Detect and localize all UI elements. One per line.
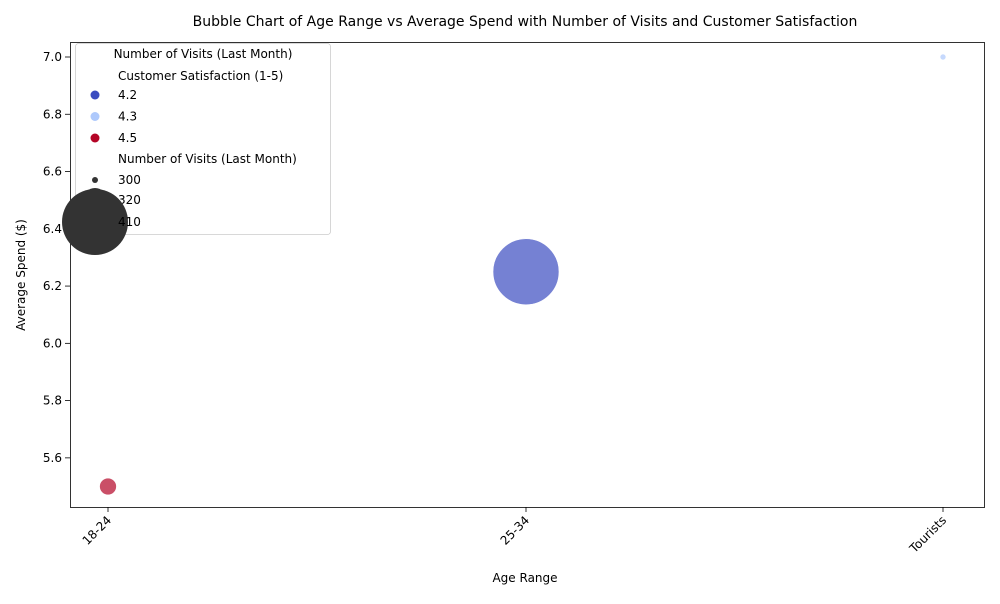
y-tick-label: 6.2	[43, 279, 62, 293]
y-tick-label: 5.6	[43, 451, 62, 465]
legend-hue-label: 4.2	[118, 88, 137, 102]
legend-hue-label: 4.3	[118, 110, 137, 124]
x-axis-label: Age Range	[492, 571, 557, 585]
legend-title: Number of Visits (Last Month)	[114, 47, 293, 61]
legend-size-title: Number of Visits (Last Month)	[118, 152, 297, 166]
bubble-point	[492, 238, 560, 306]
legend-size-label: 410	[118, 215, 141, 229]
legend-hue-label: 4.5	[118, 131, 137, 145]
legend-hue-marker	[90, 133, 100, 143]
bubbles	[99, 53, 947, 496]
y-axis-label: Average Spend ($)	[14, 219, 28, 331]
legend-size-marker	[62, 189, 128, 255]
legend: Number of Visits (Last Month) Customer Sa…	[62, 43, 331, 255]
x-axis: 18-24 25-34 Tourists	[80, 507, 949, 556]
y-tick-label: 5.8	[43, 394, 62, 408]
bubble-point	[99, 477, 117, 496]
legend-hue-marker	[90, 90, 100, 100]
x-tick-label: Tourists	[906, 513, 949, 556]
y-tick-label: 6.6	[43, 165, 62, 179]
chart-title: Bubble Chart of Age Range vs Average Spe…	[193, 14, 858, 30]
y-axis: 5.6 5.8 6.0 6.2 6.4 6.6 6.8 7.0	[43, 50, 70, 465]
y-tick-label: 6.8	[43, 107, 62, 121]
y-tick-label: 6.4	[43, 222, 62, 236]
legend-size-label: 300	[118, 173, 141, 187]
x-tick-label: 25-34	[498, 513, 533, 548]
legend-hue-title: Customer Satisfaction (1-5)	[118, 69, 283, 83]
plot-frame	[70, 42, 985, 508]
bubble-point	[939, 53, 947, 61]
legend-hue-marker	[90, 112, 100, 121]
legend-size-marker	[92, 177, 98, 183]
x-tick-label: 18-24	[80, 513, 115, 548]
legend-box	[75, 43, 331, 235]
legend-size-label: 320	[118, 193, 141, 207]
y-tick-label: 6.0	[43, 336, 62, 350]
y-tick-label: 7.0	[43, 50, 62, 64]
